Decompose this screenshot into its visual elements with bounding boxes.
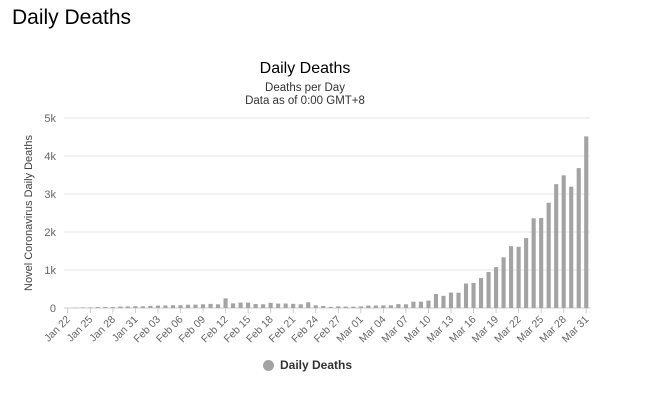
y-tick-label: 3k (44, 189, 56, 201)
bar (253, 304, 258, 308)
bar (396, 304, 401, 308)
bar (509, 246, 514, 308)
bar (366, 305, 371, 308)
bar (441, 295, 446, 308)
bar (403, 304, 408, 308)
bar (208, 303, 213, 308)
bar (351, 306, 356, 308)
bar (170, 305, 176, 308)
bar (178, 305, 183, 308)
y-tick-label: 5k (44, 113, 56, 125)
chart-subtitle: Deaths per Day (265, 82, 345, 94)
bar (569, 186, 574, 308)
bar (411, 301, 416, 308)
bar (103, 307, 108, 308)
bar (336, 306, 341, 308)
bar (118, 306, 123, 308)
bar (283, 303, 288, 308)
y-tick-label: 2k (44, 227, 56, 239)
legend-item-daily-deaths[interactable]: Daily Deaths (263, 358, 352, 372)
chart-container: Daily Deaths Deaths per Day Data as of 0… (0, 52, 660, 402)
bar (426, 300, 431, 308)
bar (95, 307, 100, 308)
bar (246, 302, 251, 308)
page-heading: Daily Deaths (12, 6, 132, 29)
bar (298, 304, 303, 308)
bar (200, 304, 206, 308)
chart-title: Daily Deaths (259, 60, 351, 77)
bar (388, 305, 393, 308)
bar (381, 305, 386, 308)
bar (478, 278, 484, 308)
bar (486, 271, 491, 308)
bar (328, 306, 333, 308)
bar (215, 304, 221, 308)
bar (539, 217, 544, 308)
bar (125, 306, 130, 308)
bar (88, 307, 93, 308)
y-tick-label: 4k (44, 151, 56, 163)
bar (238, 302, 243, 308)
bar (524, 238, 529, 308)
bar (291, 303, 296, 308)
y-tick-label: 0 (50, 303, 56, 315)
bar (494, 267, 499, 308)
bar (140, 306, 145, 308)
bar (163, 305, 168, 308)
bar (471, 282, 476, 308)
y-tick-label: 1k (44, 265, 56, 277)
bar (433, 293, 439, 308)
bar (110, 307, 115, 308)
bar (531, 218, 536, 308)
bar (313, 305, 318, 308)
bar (358, 306, 363, 308)
bar (148, 305, 153, 308)
bar (516, 246, 521, 308)
bar (448, 292, 454, 308)
bar (343, 306, 348, 308)
bar (133, 306, 138, 308)
bar (554, 184, 559, 308)
bar (306, 302, 311, 308)
chart-data-date: Data as of 0:00 GMT+8 (245, 95, 365, 107)
y-axis-title: Novel Coronavirus Daily Deaths (23, 135, 35, 291)
bar (561, 175, 566, 308)
bar (231, 303, 236, 308)
bar (193, 304, 198, 308)
bar (261, 304, 266, 308)
bar (155, 305, 160, 308)
bar (276, 303, 281, 308)
bar (463, 283, 469, 308)
bar (373, 305, 378, 308)
bar (576, 168, 581, 308)
bar (321, 306, 326, 308)
bar (584, 136, 589, 308)
bar (80, 307, 85, 308)
legend-marker (263, 359, 274, 371)
bar (456, 292, 461, 308)
bar (223, 298, 228, 308)
bar-chart: 0 1k 2k 3k 4k 5k Novel Coronavirus Daily Death… (23, 113, 591, 345)
legend-label: Daily Deaths (280, 358, 353, 372)
bar (501, 257, 506, 308)
bar (268, 302, 273, 308)
bar (418, 301, 423, 308)
bar (546, 202, 551, 308)
bar (185, 304, 191, 308)
